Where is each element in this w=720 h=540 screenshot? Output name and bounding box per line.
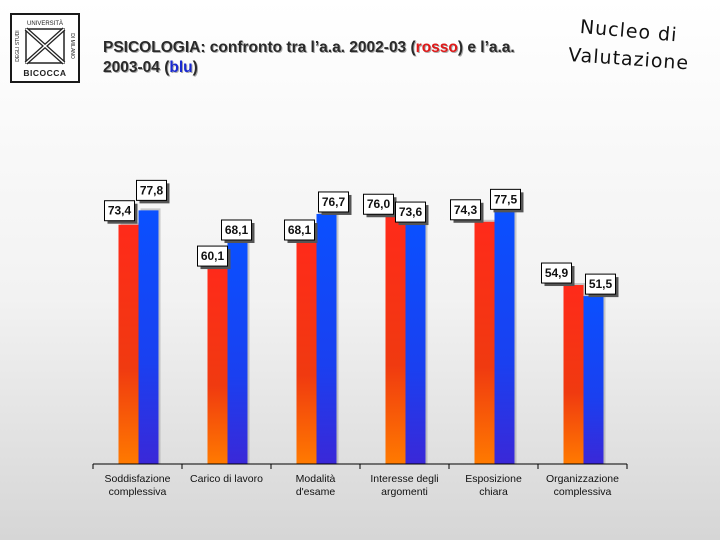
title-part2: ) e l’a.a. 2003-04 ( [103, 39, 515, 76]
bar-red-4 [385, 216, 406, 464]
logo-line2: DEGLI STUDI [15, 30, 21, 61]
bicocca-logo-icon: UNIVERSITÀ DEGLI STUDI DI MILANO BICOCCA [15, 20, 75, 78]
title-blue-word: blu [169, 59, 193, 76]
data-label-text: 54,9 [545, 266, 569, 280]
category-label-6: complessiva [554, 486, 612, 498]
data-label-text: 76,0 [367, 197, 391, 211]
category-label-3: Modalità [296, 473, 336, 485]
bar-blue-2 [227, 241, 248, 464]
logo-line3: DI MILANO [69, 33, 75, 59]
data-label-text: 77,8 [140, 183, 164, 197]
title-red-word: rosso [415, 39, 458, 56]
label-box [541, 262, 572, 284]
bar-red-1 [118, 224, 139, 464]
label-box [318, 191, 349, 213]
data-labels: 73,477,860,168,1 68,176,7 76,073,6 74,377,5… [104, 179, 619, 298]
data-label-text: 74,3 [454, 203, 478, 217]
data-label-text: 68,1 [288, 223, 312, 237]
label-box [585, 273, 616, 295]
label-box [221, 219, 252, 241]
bar-red-5 [474, 221, 495, 464]
data-label-red-3: 68,1 [284, 219, 318, 243]
category-label-3: d'esame [296, 486, 336, 498]
data-label-text: 60,1 [201, 249, 225, 263]
label-box [450, 199, 481, 221]
category-label-4: argomenti [381, 486, 428, 498]
bar-blue-5 [494, 211, 515, 464]
data-label-text: 77,5 [494, 192, 518, 206]
label-box [490, 188, 521, 210]
data-label-text: 73,6 [399, 205, 423, 219]
data-label-text: 76,7 [322, 195, 346, 209]
category-label-1: complessiva [109, 486, 167, 498]
data-label-blue-4: 73,6 [395, 201, 429, 226]
bar-red-2 [207, 268, 228, 464]
bar-red-3 [296, 241, 317, 464]
bar-red-6 [563, 285, 584, 464]
category-label-1: Soddisfazione [105, 473, 171, 485]
data-label-text: 73,4 [108, 204, 132, 218]
data-label-red-1: 73,4 [104, 200, 138, 224]
logo-name: BICOCCA [23, 68, 66, 78]
label-box [284, 219, 315, 241]
label-box [136, 179, 167, 201]
university-logo: UNIVERSITÀ DEGLI STUDI DI MILANO BICOCCA [10, 13, 80, 83]
data-label-text: 68,1 [225, 223, 249, 237]
data-label-blue-1: 77,8 [136, 179, 170, 204]
data-label-blue-3: 76,7 [318, 191, 352, 215]
data-label-red-6: 54,9 [541, 262, 575, 287]
logo-line1: UNIVERSITÀ [27, 20, 63, 27]
bar-blue-3 [316, 213, 337, 464]
data-label-blue-5: 77,5 [490, 188, 524, 213]
label-box [363, 193, 394, 215]
bar-blue-1 [138, 210, 159, 464]
category-label-6: Organizzazione [546, 473, 619, 485]
category-label-5: Esposizione [465, 473, 522, 485]
data-label-red-5: 74,3 [450, 199, 484, 223]
category-label-2: Carico di lavoro [190, 473, 263, 485]
title-part1: PSICOLOGIA: confronto tra l’a.a. 2002-03… [103, 39, 416, 56]
data-label-text: 51,5 [589, 277, 613, 291]
label-box [104, 200, 135, 222]
data-label-red-4: 76,0 [363, 193, 397, 218]
category-label-4: Interesse degli [370, 473, 438, 485]
label-box [197, 245, 228, 267]
bar-blue-4 [405, 224, 426, 464]
category-label-5: chiara [479, 486, 508, 498]
label-box [395, 201, 426, 223]
data-label-blue-2: 68,1 [221, 219, 255, 243]
data-label-blue-6: 51,5 [585, 273, 619, 298]
title-part3: ) [192, 59, 198, 76]
chart-bars [118, 208, 606, 464]
data-label-red-2: 60,1 [197, 245, 231, 270]
bar-blue-6 [583, 296, 604, 464]
page-title: PSICOLOGIA: confronto tra l’a.a. 2002-03… [103, 38, 543, 78]
x-axis-ticks [92, 464, 628, 469]
